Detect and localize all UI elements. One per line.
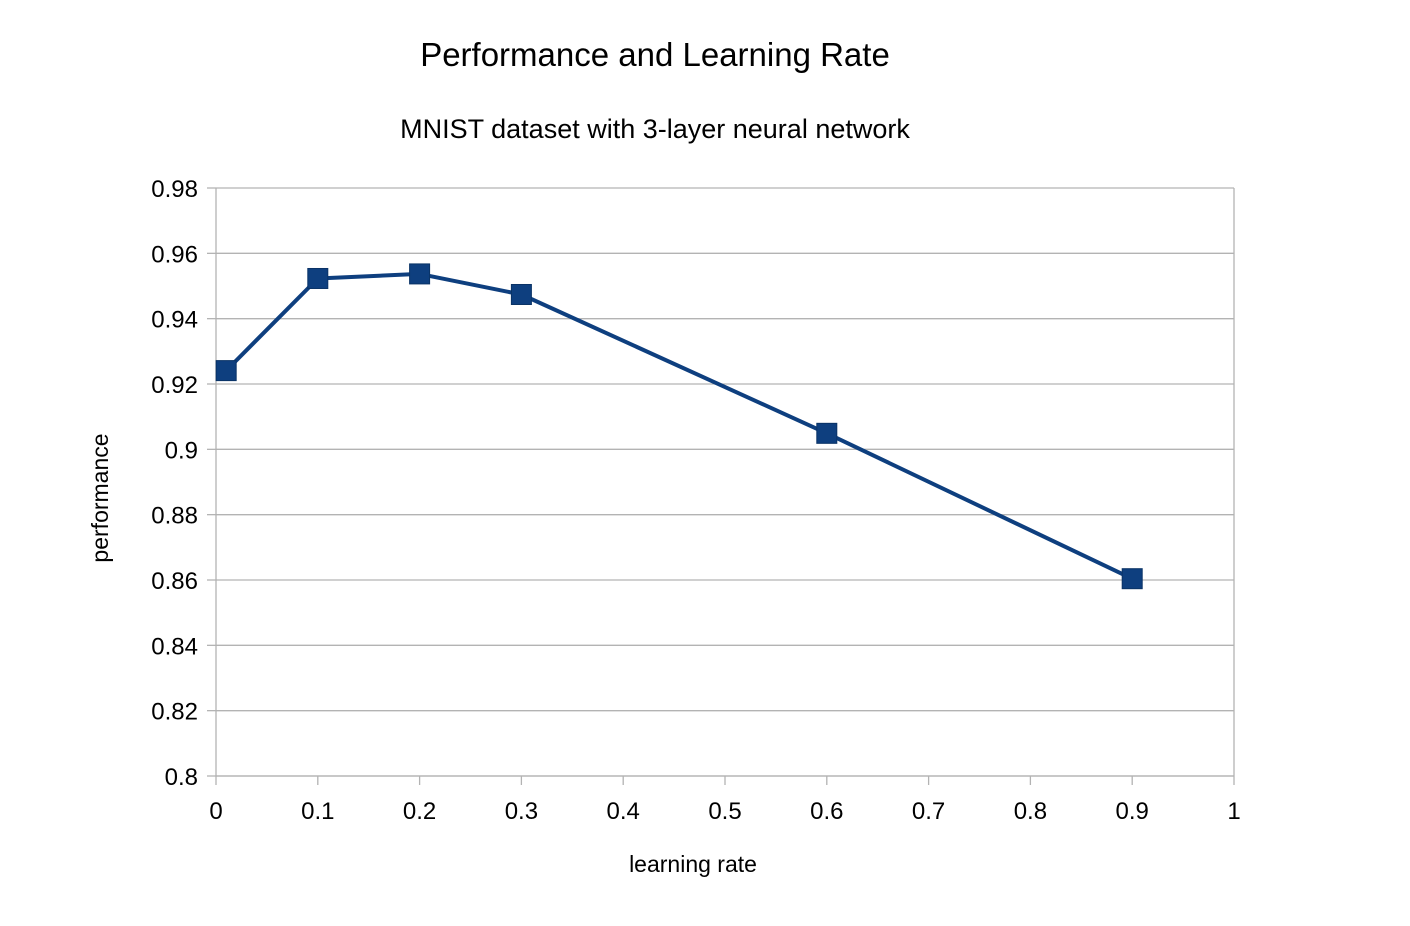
y-tick-label: 0.9 — [165, 437, 198, 464]
x-tick-label: 0.1 — [301, 798, 334, 825]
series — [215, 263, 1143, 590]
y-tick-label: 0.82 — [151, 699, 198, 726]
x-tick-label: 0.6 — [810, 798, 843, 825]
y-tick-label: 0.8 — [165, 764, 198, 791]
y-tick-label: 0.94 — [151, 307, 198, 334]
x-tick-label: 0.8 — [1014, 798, 1047, 825]
x-tick-labels: 0 0.1 0.2 0.3 0.4 0.5 0.6 0.7 0.8 0.9 1 — [209, 798, 1240, 825]
x-tick-label: 0.7 — [912, 798, 945, 825]
x-tick-label: 1 — [1227, 798, 1240, 825]
y-tick-labels: 0.8 0.82 0.84 0.86 0.88 0.9 0.92 0.94 0.96 0.98 — [151, 176, 198, 791]
series-line — [224, 271, 1134, 581]
data-point-marker — [1121, 568, 1143, 590]
x-tick-label: 0.9 — [1116, 798, 1149, 825]
y-tick-label: 0.84 — [151, 633, 198, 660]
data-point-marker — [510, 283, 532, 305]
x-tick-label: 0 — [209, 798, 222, 825]
x-tick-label: 0.2 — [403, 798, 436, 825]
x-tick-label: 0.3 — [505, 798, 538, 825]
x-tick-label: 0.4 — [607, 798, 640, 825]
x-axis-label: learning rate — [629, 851, 757, 877]
y-tick-label: 0.86 — [151, 568, 198, 595]
y-tick-label: 0.88 — [151, 503, 198, 530]
y-tick-label: 0.96 — [151, 241, 198, 268]
data-point-marker — [409, 263, 431, 285]
data-point-marker — [816, 422, 838, 444]
chart-subtitle: MNIST dataset with 3-layer neural networ… — [400, 114, 910, 144]
grid — [216, 187, 1234, 777]
data-point-marker — [307, 267, 329, 289]
y-tick-label: 0.98 — [151, 176, 198, 203]
y-tick-label: 0.92 — [151, 372, 198, 399]
chart-title: Performance and Learning Rate — [420, 36, 890, 73]
y-axis-label: performance — [87, 433, 113, 562]
x-tick-label: 0.5 — [708, 798, 741, 825]
axes — [207, 187, 1235, 785]
data-point-marker — [215, 360, 237, 382]
